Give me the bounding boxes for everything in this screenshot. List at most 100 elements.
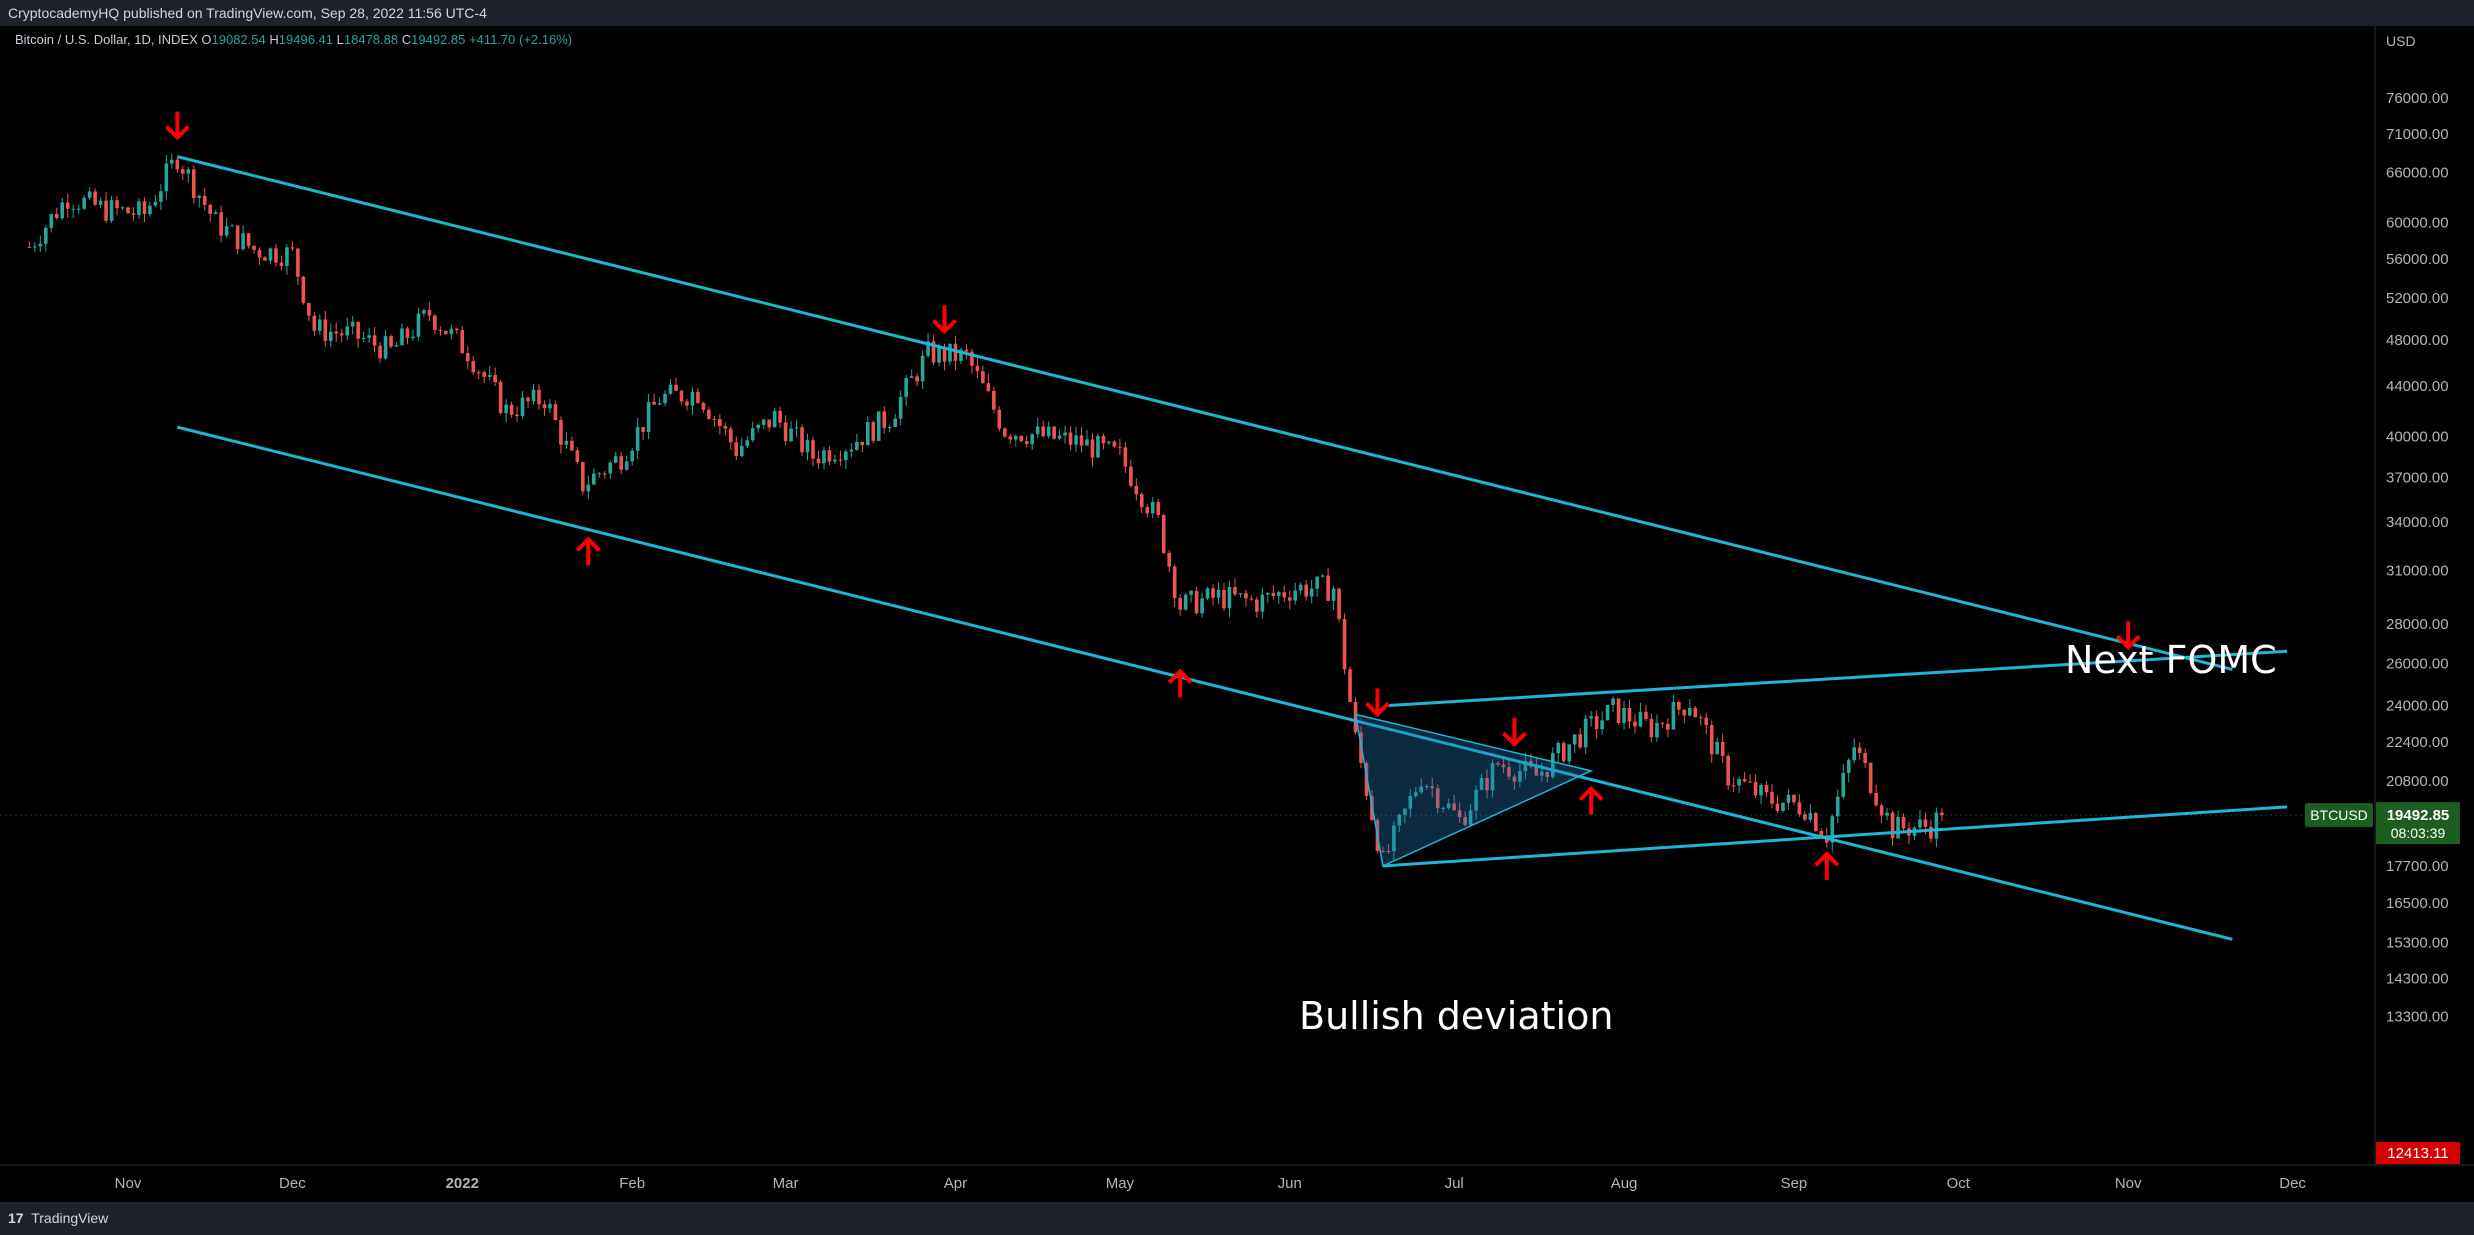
candle-body: [1024, 441, 1029, 445]
candle-body: [1150, 502, 1155, 514]
candle-body: [1457, 810, 1462, 817]
x-tick-label: May: [1106, 1175, 1135, 1192]
candle-body: [942, 346, 947, 362]
candle-body: [1830, 816, 1835, 843]
candle-body: [1035, 426, 1040, 435]
resistance-line: [1388, 649, 2288, 707]
currency-label: USD: [2386, 33, 2416, 49]
candle-body: [1227, 587, 1232, 609]
y-tick-label: 16500.00: [2386, 895, 2449, 912]
candle-body: [312, 315, 317, 331]
candle-body: [1342, 619, 1347, 670]
candle-body: [948, 343, 952, 362]
candle-body: [367, 335, 371, 339]
candle-body: [1112, 441, 1117, 447]
current-price-badge: [2376, 802, 2460, 845]
candle-body: [1688, 707, 1692, 716]
arrow-down-icon: [932, 305, 957, 335]
candle-body: [87, 191, 92, 198]
candle-body: [422, 310, 426, 314]
candle-body: [882, 411, 887, 428]
candle-body: [1046, 426, 1051, 437]
candle-body: [1819, 830, 1824, 836]
candle-body: [60, 202, 65, 219]
candle-body: [898, 397, 903, 419]
candle-body: [208, 204, 212, 214]
candle-body: [1704, 717, 1709, 726]
candle-body: [1348, 669, 1352, 702]
candle-body: [1803, 814, 1807, 820]
candle-body: [301, 276, 306, 303]
x-tick-label: Feb: [619, 1175, 645, 1192]
candle-body: [1578, 734, 1582, 748]
candle-body: [1309, 588, 1314, 597]
candle-body: [855, 441, 859, 450]
candle-body: [1556, 743, 1561, 754]
low-price-badge: [2376, 1142, 2460, 1164]
candle-body: [405, 328, 410, 338]
candle-body: [1874, 793, 1878, 806]
candle-body: [1129, 466, 1133, 486]
candle-body: [159, 191, 163, 202]
candle-body: [1287, 597, 1292, 601]
candle-body: [1085, 439, 1089, 446]
candle-body: [38, 243, 43, 247]
candle-body: [619, 456, 623, 470]
candle-body: [1414, 792, 1418, 797]
support-line: [1382, 805, 2288, 868]
candle-body: [1709, 725, 1714, 755]
candle-body: [959, 349, 963, 361]
candle-body: [718, 419, 722, 426]
candle-body: [592, 473, 596, 485]
candle-body: [487, 375, 492, 377]
candle-body: [575, 450, 580, 463]
candle-body: [1868, 763, 1873, 794]
candle-body: [1490, 763, 1495, 791]
candle-body: [1008, 436, 1013, 440]
candle-body: [509, 404, 514, 415]
candle-body: [1737, 779, 1741, 786]
candle-body: [109, 200, 114, 221]
candle-body: [515, 414, 519, 417]
candle-body: [493, 375, 497, 382]
candle-body: [1298, 584, 1303, 591]
candle-body: [115, 200, 119, 209]
y-tick-label: 24000.00: [2386, 697, 2449, 714]
arrow-up-icon: [1167, 668, 1193, 698]
candle-body: [1501, 764, 1506, 768]
candle-body: [860, 441, 865, 446]
x-tick-label: Apr: [944, 1175, 967, 1192]
candle-body: [597, 473, 602, 475]
candle-body: [1720, 741, 1725, 756]
candle-body: [1918, 819, 1922, 828]
x-tick-label: Nov: [115, 1175, 142, 1192]
candle-body: [750, 428, 755, 441]
candle-body: [1403, 808, 1407, 815]
candle-body: [937, 346, 941, 363]
candle-body: [674, 384, 678, 391]
candle-body: [1172, 566, 1177, 599]
candle-body: [1266, 593, 1270, 595]
candle-body: [646, 401, 651, 432]
candle-body: [849, 449, 854, 452]
candle-body: [531, 389, 536, 402]
open-value: 19082.54: [211, 32, 266, 47]
candle-body: [1057, 435, 1062, 439]
candle-body: [1019, 435, 1024, 442]
candle-body: [1068, 432, 1073, 445]
candle-body: [1392, 825, 1396, 852]
candle-body: [1189, 590, 1193, 595]
candle-body: [1419, 786, 1424, 793]
candle-body: [328, 331, 333, 341]
x-tick-label: Nov: [2115, 1175, 2142, 1192]
candle-body: [1677, 701, 1681, 710]
high-value: 19496.41: [278, 32, 334, 47]
candle-body: [1331, 588, 1336, 601]
candle-body: [652, 401, 656, 405]
y-tick-label: 34000.00: [2386, 514, 2449, 531]
candle-body: [33, 246, 37, 248]
candle-body: [1238, 593, 1243, 595]
candle-body: [93, 191, 97, 205]
candle-body: [1474, 789, 1478, 811]
